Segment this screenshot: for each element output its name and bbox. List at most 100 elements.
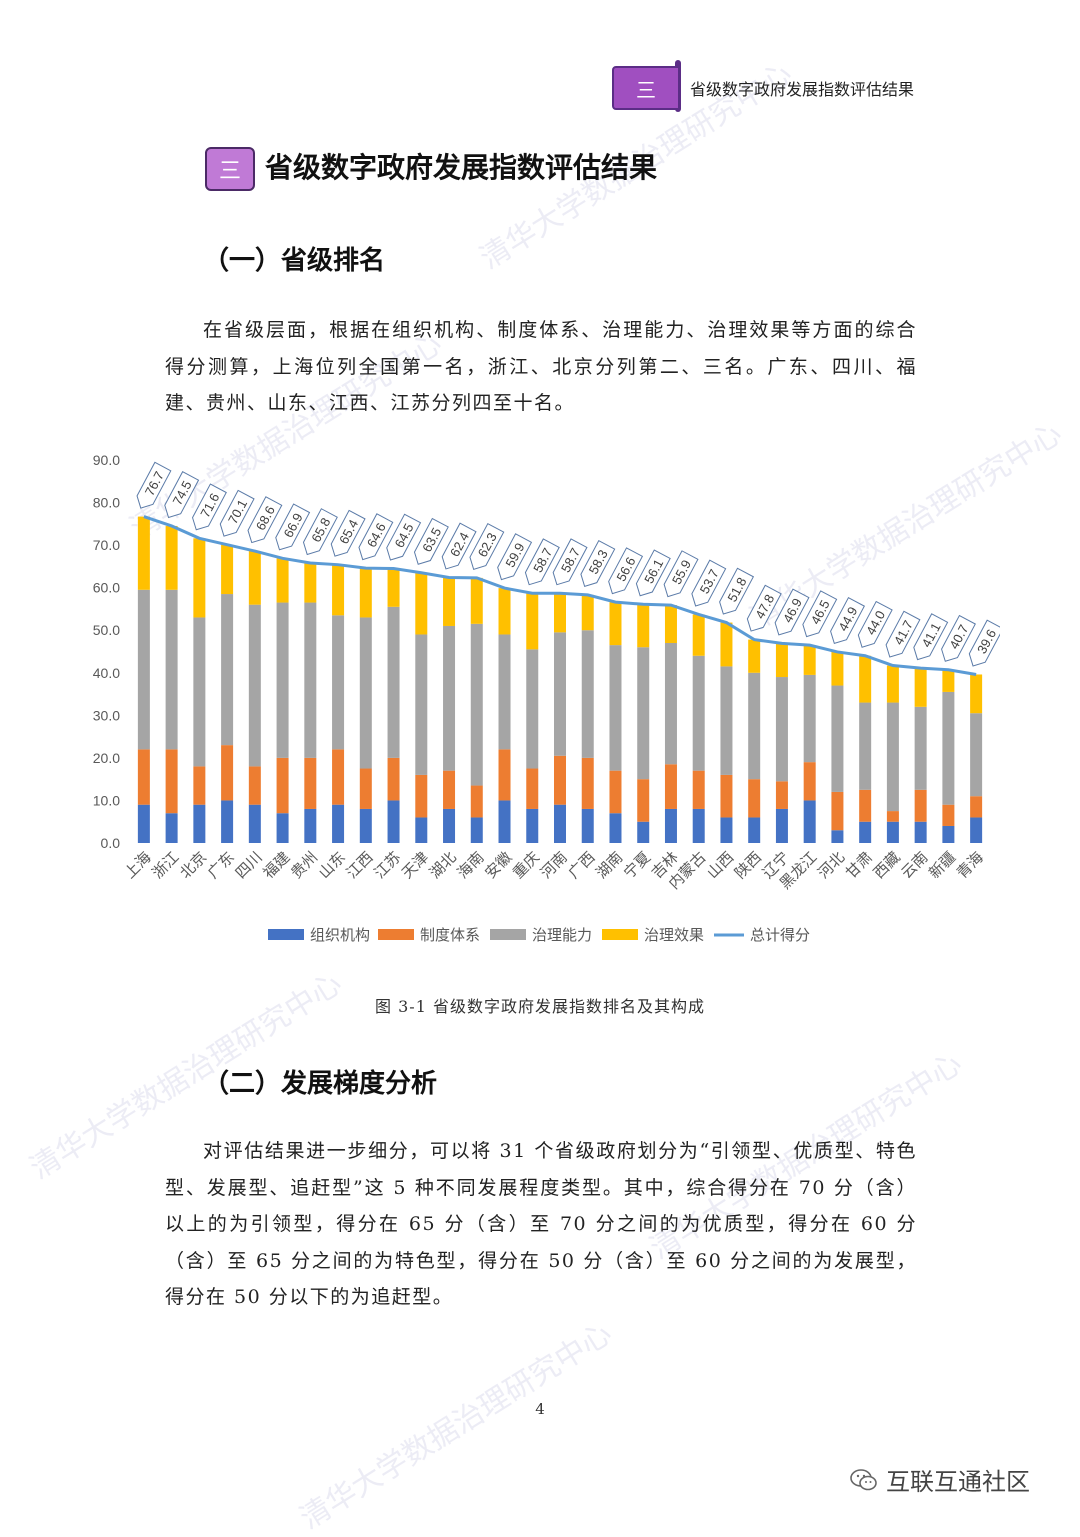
bar-segment xyxy=(664,808,677,843)
legend-item: 治理能力 xyxy=(490,926,592,944)
legend-label: 总计得分 xyxy=(750,926,810,944)
legend-label: 治理效果 xyxy=(644,926,704,944)
data-label-callout xyxy=(497,533,533,581)
bar-segment xyxy=(415,572,428,635)
legend-swatch xyxy=(268,929,304,940)
bar-segment xyxy=(970,713,983,797)
y-tick-label: 60.0 xyxy=(93,580,120,596)
bar-segment xyxy=(470,817,483,843)
total-data-label: 47.8 xyxy=(746,584,782,632)
bar-segment xyxy=(359,768,372,809)
x-tick-label: 福建 xyxy=(259,848,293,882)
bar-segment xyxy=(304,602,317,758)
x-tick-label: 陕西 xyxy=(731,848,765,882)
bar-segment xyxy=(137,589,150,750)
bar-segment xyxy=(387,800,400,843)
bar-segment xyxy=(332,615,345,750)
bar-segment xyxy=(803,674,816,763)
bar-segment xyxy=(248,766,261,805)
x-tick-label: 天津 xyxy=(398,848,432,882)
bar-segment xyxy=(748,672,761,780)
data-label-callout xyxy=(691,559,727,607)
bar-segment xyxy=(886,702,899,812)
data-label-callout xyxy=(663,550,699,598)
bar-segment xyxy=(221,745,234,801)
bar-segment xyxy=(720,817,733,843)
bar-segment xyxy=(359,808,372,843)
bar-segment xyxy=(415,774,428,818)
data-label-callout xyxy=(302,508,338,556)
bar-segment xyxy=(970,796,983,818)
bar-segment xyxy=(443,770,456,809)
bar-segment xyxy=(387,757,400,801)
bar-segment xyxy=(942,804,955,826)
subsection-title-ranking: （一）省级排名 xyxy=(203,246,386,276)
y-tick-label: 20.0 xyxy=(93,750,120,766)
data-label-callout xyxy=(247,496,283,544)
bar-segment xyxy=(332,804,345,843)
bar-segment xyxy=(498,749,511,801)
y-tick-label: 80.0 xyxy=(93,495,120,511)
x-tick-label: 湖北 xyxy=(426,848,460,882)
bar-segment xyxy=(554,593,566,633)
legend-label: 制度体系 xyxy=(420,926,480,944)
data-label-callout xyxy=(802,590,838,638)
bar-segment xyxy=(165,589,178,750)
x-tick-label: 安徽 xyxy=(481,848,515,882)
bar-segment xyxy=(859,821,872,843)
data-label-callout xyxy=(968,619,1000,667)
bar-segment xyxy=(970,817,983,843)
x-tick-label: 广西 xyxy=(565,848,599,882)
x-tick-label: 青海 xyxy=(953,848,987,882)
paragraph-ranking: 在省级层面，根据在组织机构、制度体系、治理能力、治理效果等方面的综合得分测算，上… xyxy=(165,319,917,414)
page-number: 4 xyxy=(535,1400,545,1418)
bar-segment xyxy=(914,789,927,822)
data-label-callout xyxy=(774,588,810,636)
bar-segment xyxy=(886,811,899,822)
bar-segment xyxy=(276,813,289,843)
bar-segment xyxy=(664,764,677,809)
bar-segment xyxy=(803,800,816,843)
bar-segment xyxy=(581,808,594,843)
bar-segment xyxy=(859,655,872,703)
data-label-callout xyxy=(164,471,200,519)
data-label-callout xyxy=(746,584,782,632)
bar-segment xyxy=(526,593,539,650)
bar-segment xyxy=(609,770,622,814)
bar-segment xyxy=(859,702,872,790)
bar-segment xyxy=(137,516,150,590)
y-tick-label: 40.0 xyxy=(93,665,120,681)
data-label-callout xyxy=(941,614,976,662)
x-tick-label: 北京 xyxy=(176,848,210,882)
bar-segment xyxy=(498,800,511,843)
bar-segment xyxy=(775,643,788,678)
data-label-callout xyxy=(275,503,311,551)
x-tick-label: 山西 xyxy=(703,848,737,882)
bar-segment xyxy=(276,558,289,603)
bar-segment xyxy=(692,655,705,771)
legend-swatch xyxy=(490,929,526,940)
x-tick-label: 贵州 xyxy=(287,848,321,882)
bar-segment xyxy=(664,642,677,765)
footer-brand: 互联互通社区 xyxy=(850,1462,1030,1497)
legend-label: 组织机构 xyxy=(310,926,370,944)
x-tick-label: 广东 xyxy=(204,848,238,882)
bar-segment xyxy=(720,774,733,818)
bar-segment xyxy=(415,634,428,775)
bar-segment xyxy=(720,666,733,775)
data-label-callout xyxy=(635,549,671,597)
bar-segment xyxy=(554,804,566,843)
bar-segment xyxy=(276,602,289,758)
bar-segment xyxy=(304,562,317,603)
bar-segment xyxy=(248,604,261,767)
footer-text: 互联互通社区 xyxy=(886,1468,1030,1496)
bar-segment xyxy=(443,808,456,843)
bar-segment xyxy=(221,544,234,595)
bar-segment xyxy=(248,551,261,605)
data-label-callout xyxy=(580,539,616,588)
bar-segment xyxy=(193,617,206,767)
total-data-label: 56.6 xyxy=(608,547,644,595)
bar-segment xyxy=(581,594,594,631)
bar-segment xyxy=(970,674,983,714)
x-tick-label: 新疆 xyxy=(925,848,959,882)
